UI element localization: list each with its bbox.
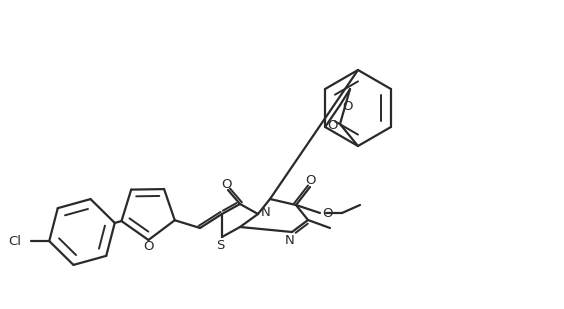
Text: O: O — [328, 118, 338, 132]
Text: O: O — [306, 173, 316, 187]
Text: N: N — [261, 205, 271, 218]
Text: O: O — [342, 99, 352, 112]
Text: N: N — [285, 234, 295, 247]
Text: O: O — [323, 206, 333, 219]
Text: O: O — [143, 240, 153, 253]
Text: S: S — [216, 239, 224, 252]
Text: O: O — [222, 177, 232, 191]
Text: Cl: Cl — [8, 235, 21, 248]
